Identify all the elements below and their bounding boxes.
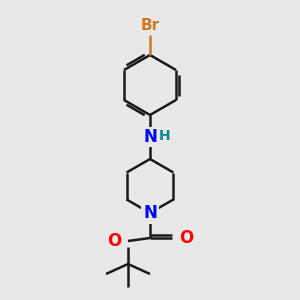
Text: N: N [143, 128, 157, 146]
Text: Br: Br [140, 18, 160, 33]
Text: N: N [143, 204, 157, 222]
Text: H: H [159, 129, 171, 143]
Text: O: O [179, 229, 193, 247]
Text: O: O [107, 232, 121, 250]
